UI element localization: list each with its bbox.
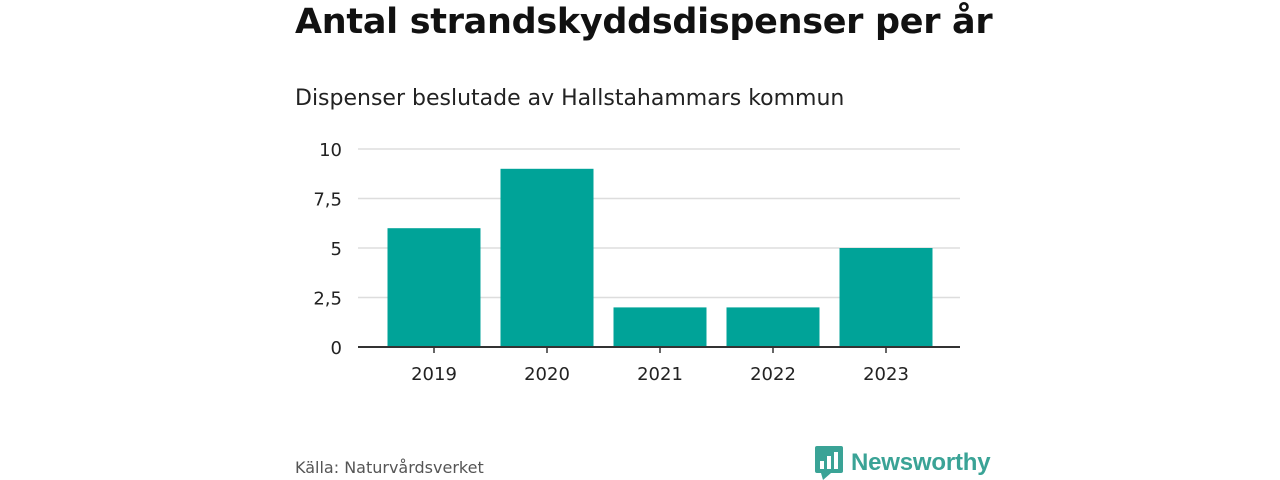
x-tick-label: 2020	[524, 364, 570, 385]
bar-2020	[500, 168, 594, 347]
x-tick-label: 2021	[637, 364, 683, 385]
chart-title: Antal strandskyddsdispenser per år	[295, 2, 993, 42]
bar-chart: 0 2,5 5 7,5 10 2019 2020 2021 2022 2023	[313, 140, 960, 385]
x-tick-label: 2022	[750, 364, 796, 385]
bar-2023	[839, 248, 933, 347]
y-tick-label: 5	[331, 239, 342, 260]
newsworthy-logo-icon	[815, 446, 843, 480]
chart-subtitle: Dispenser beslutade av Hallstahammars ko…	[295, 86, 845, 111]
x-tick-label: 2019	[411, 364, 457, 385]
y-tick-label: 10	[319, 140, 342, 161]
x-tick-label: 2023	[863, 364, 909, 385]
y-tick-label: 7,5	[313, 190, 342, 211]
brand-logo: Newsworthy	[815, 446, 991, 480]
y-tick-label: 0	[331, 338, 342, 359]
brand-name: Newsworthy	[851, 449, 991, 476]
bar-2019	[387, 228, 481, 347]
source-note: Källa: Naturvårdsverket	[295, 458, 484, 477]
bar-2022	[726, 307, 820, 347]
y-tick-label: 2,5	[313, 289, 342, 310]
bar-2021	[613, 307, 707, 347]
